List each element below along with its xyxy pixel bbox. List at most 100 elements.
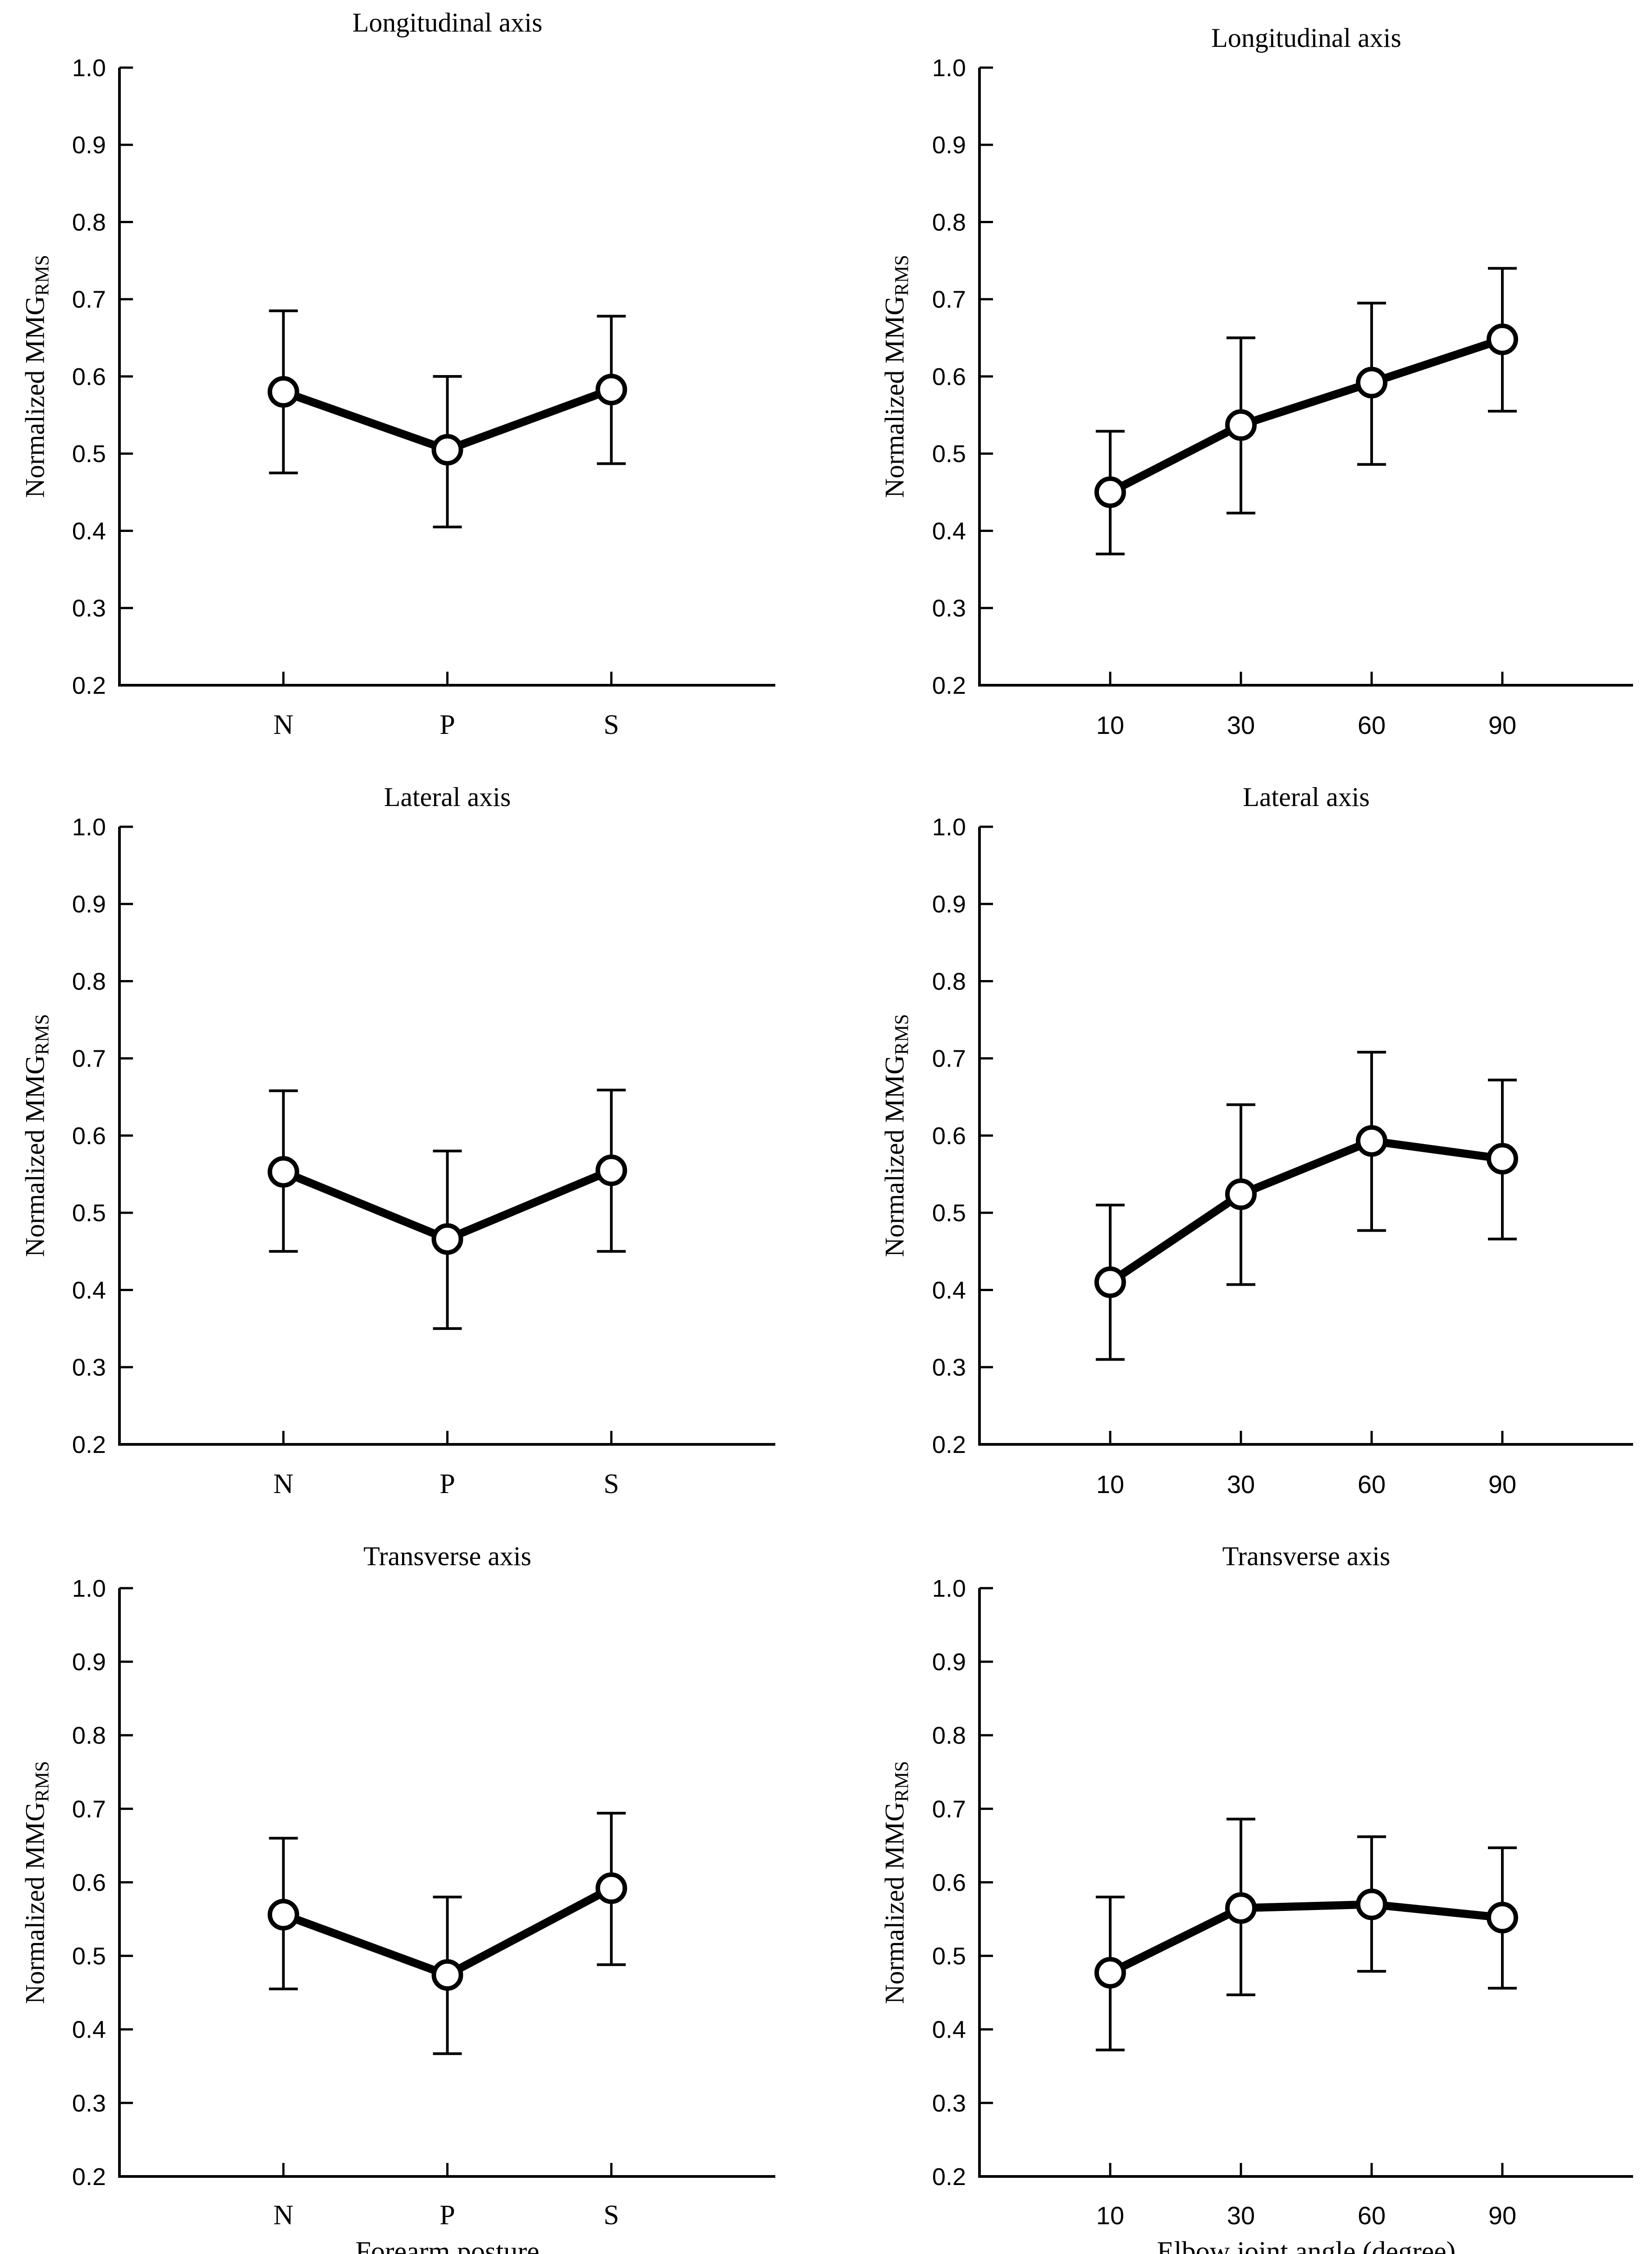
subplot-lateral-angle: Lateral axis Normalized MMGRMS 0.2 0.3 0.4… bbox=[826, 759, 1652, 1518]
data-point bbox=[595, 1154, 627, 1187]
x-tick-label: P bbox=[439, 2200, 455, 2231]
chart-svg: 0.2 0.3 0.4 0.5 0.6 0.7 0.8 0.9 1.0 N P S bbox=[72, 1575, 775, 2231]
subplot-longitudinal-angle: Longitudinal axis Normalized MMGRMS 0.2 0… bbox=[826, 0, 1652, 759]
chart-title: Lateral axis bbox=[1243, 782, 1370, 812]
y-tick-label: 0.4 bbox=[932, 518, 966, 545]
y-tick-label: 0.3 bbox=[932, 1354, 966, 1381]
data-point bbox=[1094, 1957, 1126, 1989]
y-tick-label: 0.8 bbox=[72, 1722, 106, 1749]
x-tick-label: N bbox=[273, 710, 293, 740]
y-tick-label: 0.9 bbox=[932, 1649, 966, 1676]
y-tick-label: 0.5 bbox=[72, 1200, 106, 1227]
axis-spines bbox=[118, 827, 775, 1446]
y-tick-label: 0.5 bbox=[932, 440, 966, 467]
y-tick-label: 0.7 bbox=[932, 1796, 966, 1823]
axis-spines bbox=[978, 1588, 1633, 2178]
y-tick-label: 0.5 bbox=[72, 1943, 106, 1970]
y-tick-label: 0.7 bbox=[72, 286, 106, 313]
y-tick-label: 0.7 bbox=[72, 1045, 106, 1072]
y-tick-label: 0.6 bbox=[932, 1122, 966, 1150]
y-tick-label: 0.9 bbox=[72, 891, 106, 918]
x-tick-label: 60 bbox=[1358, 711, 1386, 739]
x-tick-label: 90 bbox=[1488, 1470, 1516, 1498]
y-tick-label: 0.2 bbox=[72, 672, 106, 699]
data-point bbox=[1094, 476, 1126, 508]
chart-title: Lateral axis bbox=[384, 782, 511, 812]
y-tick-label: 0.4 bbox=[932, 1277, 966, 1304]
y-tick-label: 0.4 bbox=[932, 2016, 966, 2043]
data-point bbox=[1356, 367, 1387, 399]
y-tick-label: 0.6 bbox=[72, 1122, 106, 1150]
y-tick-label: 0.4 bbox=[72, 1277, 106, 1304]
x-tick-label: N bbox=[273, 1469, 293, 1499]
data-point bbox=[595, 1872, 627, 1904]
data-point bbox=[1225, 409, 1257, 441]
y-tick-label: 0.4 bbox=[72, 2016, 106, 2043]
y-tick-label: 0.9 bbox=[932, 891, 966, 918]
y-tick-label: 1.0 bbox=[932, 1575, 966, 1602]
chart-title: Longitudinal axis bbox=[1211, 23, 1401, 53]
y-tick-label: 0.3 bbox=[72, 2090, 106, 2117]
y-tick-label: 0.3 bbox=[932, 595, 966, 622]
chart-title: Transverse axis bbox=[363, 1541, 531, 1571]
y-tick-label: 0.8 bbox=[932, 968, 966, 995]
chart-svg: 0.2 0.3 0.4 0.5 0.6 0.7 0.8 0.9 1.0 N P S bbox=[72, 814, 775, 1499]
y-tick-label: 0.2 bbox=[932, 672, 966, 699]
y-tick-label: 0.6 bbox=[72, 1869, 106, 1896]
data-point bbox=[1356, 1125, 1387, 1157]
y-tick-label: 0.2 bbox=[72, 2163, 106, 2190]
y-tick-label: 0.8 bbox=[72, 209, 106, 236]
y-tick-label: 0.9 bbox=[932, 132, 966, 159]
y-tick-label: 0.8 bbox=[932, 1722, 966, 1749]
y-tick-label: 0.6 bbox=[932, 1869, 966, 1896]
chart-svg: 0.2 0.3 0.4 0.5 0.6 0.7 0.8 0.9 1.0 10 30 60 90 bbox=[932, 814, 1633, 1498]
x-tick-label: S bbox=[604, 2200, 619, 2231]
subplot-transverse-angle: Transverse axis Normalized MMGRMS 0.2 0.3… bbox=[826, 1518, 1652, 2254]
x-tick-label: 90 bbox=[1488, 711, 1516, 739]
data-line bbox=[1106, 335, 1506, 496]
data-point bbox=[267, 376, 299, 408]
x-tick-label: 30 bbox=[1227, 2201, 1255, 2230]
x-tick-label: 10 bbox=[1096, 711, 1124, 739]
y-tick-label: 0.8 bbox=[932, 209, 966, 236]
data-point bbox=[1094, 1266, 1126, 1298]
x-tick-label: S bbox=[604, 710, 619, 740]
y-tick-label: 0.5 bbox=[932, 1943, 966, 1970]
chart-title: Transverse axis bbox=[1222, 1541, 1391, 1571]
y-tick-label: 0.7 bbox=[932, 1045, 966, 1072]
x-tick-label: 60 bbox=[1358, 2201, 1386, 2230]
chart-title: Longitudinal axis bbox=[352, 8, 543, 37]
chart-svg: 0.2 0.3 0.4 0.5 0.6 0.7 0.8 0.9 1.0 10 30 60 90 bbox=[932, 1575, 1633, 2230]
x-tick-label: 10 bbox=[1096, 1470, 1124, 1498]
data-point bbox=[1356, 1888, 1387, 1920]
x-tick-label: 10 bbox=[1096, 2201, 1124, 2230]
y-tick-label: 0.4 bbox=[72, 518, 106, 545]
x-tick-label: P bbox=[439, 1469, 455, 1499]
x-tick-label: 30 bbox=[1227, 1470, 1255, 1498]
y-tick-label: 1.0 bbox=[72, 1575, 106, 1602]
y-tick-label: 1.0 bbox=[72, 814, 106, 841]
subplot-longitudinal-posture: Longitudinal axis Normalized MMGRMS 0.2 0… bbox=[0, 0, 826, 759]
data-line bbox=[1106, 1900, 1506, 1977]
y-tick-label: 0.9 bbox=[72, 1649, 106, 1676]
y-tick-label: 0.7 bbox=[72, 1796, 106, 1823]
y-tick-label: 1.0 bbox=[932, 814, 966, 841]
y-tick-label: 0.8 bbox=[72, 968, 106, 995]
x-tick-label: S bbox=[604, 1469, 619, 1499]
data-line bbox=[1106, 1136, 1506, 1287]
x-tick-label: 60 bbox=[1358, 1470, 1386, 1498]
data-point bbox=[1225, 1892, 1257, 1924]
y-tick-label: 0.2 bbox=[932, 2163, 966, 2190]
y-tick-label: 0.5 bbox=[72, 440, 106, 467]
x-tick-label: 90 bbox=[1488, 2201, 1516, 2230]
data-point bbox=[431, 1959, 463, 1991]
data-point bbox=[1487, 1143, 1518, 1175]
y-tick-label: 0.5 bbox=[932, 1200, 966, 1227]
y-tick-label: 0.3 bbox=[72, 1354, 106, 1381]
data-point bbox=[1487, 1901, 1518, 1933]
axis-spines bbox=[118, 1588, 775, 2178]
axis-spines bbox=[978, 827, 1633, 1446]
y-tick-label: 0.2 bbox=[72, 1431, 106, 1458]
data-point bbox=[267, 1156, 299, 1188]
data-point bbox=[1225, 1178, 1257, 1210]
